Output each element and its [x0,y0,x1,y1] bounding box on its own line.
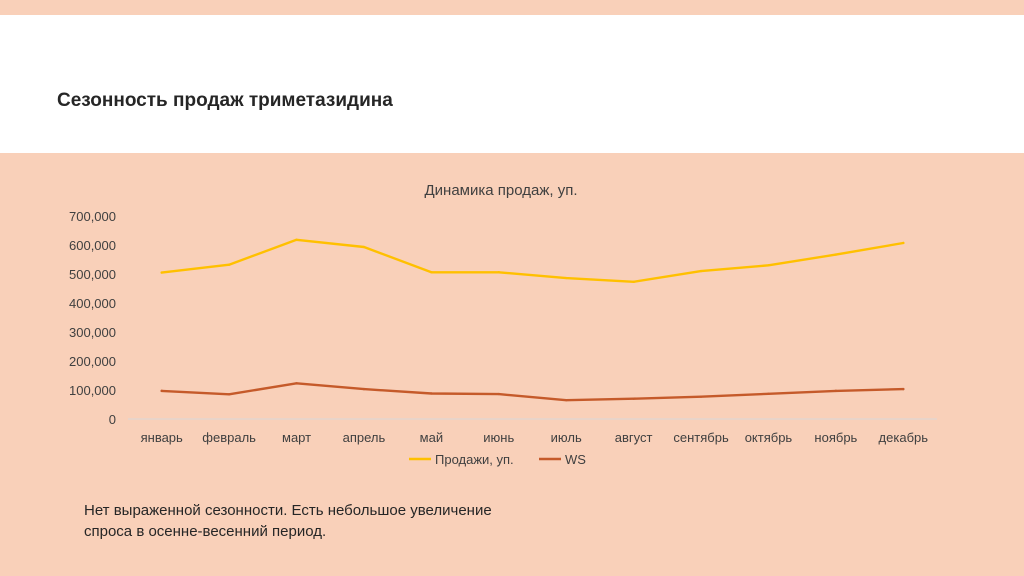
data-point [902,241,905,245]
x-tick-label: май [420,430,443,445]
data-point [227,263,231,266]
y-tick-label: 500,000 [69,267,116,282]
y-tick-label: 200,000 [69,354,116,369]
chart-title: Динамика продаж, уп. [425,182,578,199]
x-axis-ticks: январь февраль март апрель май июнь июль август… [141,430,929,445]
x-tick-label: апрель [343,430,386,445]
y-tick-label: 400,000 [69,296,116,311]
data-point [699,395,703,398]
data-point [632,397,635,400]
data-point [295,238,298,241]
data-point [767,392,770,395]
legend-label: Продажи, уп. [435,452,514,467]
page-title: Сезонность продаж триметазидина [57,90,393,111]
data-point [902,387,905,391]
data-point [497,392,500,396]
data-point [362,387,366,391]
data-point [295,382,298,385]
data-point [565,398,568,402]
data-point [430,392,433,395]
note-text: Нет выраженной сезонности. Есть небольшо… [84,502,492,540]
data-point [362,245,366,249]
y-tick-label: 600,000 [69,238,116,253]
data-point [160,271,163,274]
data-point [632,280,635,284]
y-tick-label: 0 [109,412,116,427]
y-tick-label: 100,000 [69,383,116,398]
data-point [834,389,838,393]
x-tick-label: январь [141,430,183,445]
data-point [160,389,163,393]
x-tick-label: июль [551,430,582,445]
x-tick-label: июнь [483,430,514,445]
data-point [699,269,703,273]
series-layer [160,238,905,402]
x-tick-label: сентябрь [673,430,729,445]
x-tick-label: август [615,430,653,445]
x-tick-label: декабрь [879,430,929,445]
line-chart: Динамика продаж, уп. 0 100,000 200,000 300,… [69,182,937,467]
header-panel: Сезонность продаж триметазидина [0,15,1024,153]
x-tick-label: ноябрь [814,430,857,445]
legend-label: WS [565,452,586,467]
data-point [430,271,433,274]
top-band [0,0,1024,15]
data-point [227,393,231,396]
series-line-0 [160,238,905,284]
data-point [497,271,500,274]
data-point [767,264,770,267]
x-tick-label: октябрь [745,430,793,445]
series-line-1 [160,382,905,402]
y-tick-label: 700,000 [69,209,116,224]
y-axis-ticks: 0 100,000 200,000 300,000 400,000 500,000 600,… [69,209,116,427]
data-point [834,253,838,256]
x-tick-label: март [282,430,311,445]
data-point [565,276,568,280]
x-tick-label: февраль [202,430,256,445]
y-tick-label: 300,000 [69,325,116,340]
legend: Продажи, уп. WS [409,452,586,467]
